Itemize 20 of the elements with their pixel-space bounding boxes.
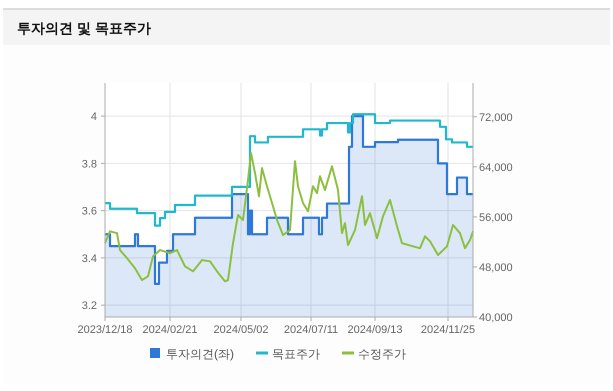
y2-tick-label: 64,000	[479, 162, 513, 174]
x-tick-label: 2024/07/11	[284, 324, 338, 336]
x-tick-label: 2023/12/18	[77, 324, 133, 336]
x-tick-label: 2024/11/25	[420, 324, 476, 336]
x-tick-label: 2024/09/13	[347, 324, 403, 336]
legend-label: 수정주가	[358, 347, 406, 361]
chart-title: 투자의견 및 목표주가	[17, 20, 151, 36]
y2-tick-label: 72,000	[479, 112, 513, 124]
x-tick-label: 2024/02/21	[142, 324, 198, 336]
y-tick-label: 3.2	[82, 300, 97, 312]
legend-label: 투자의견(좌)	[166, 347, 234, 361]
legend-label: 목표주가	[272, 347, 320, 361]
y2-tick-label: 56,000	[479, 212, 513, 224]
y-tick-label: 3.4	[82, 252, 97, 265]
x-tick-label: 2024/05/02	[213, 324, 269, 336]
y-tick-label: 3.6	[82, 206, 97, 218]
y-tick-label: 4	[90, 111, 97, 124]
y2-tick-label: 48,000	[479, 262, 513, 274]
y2-tick-label: 40,000	[479, 312, 513, 324]
y-tick-label: 3.8	[82, 158, 97, 170]
